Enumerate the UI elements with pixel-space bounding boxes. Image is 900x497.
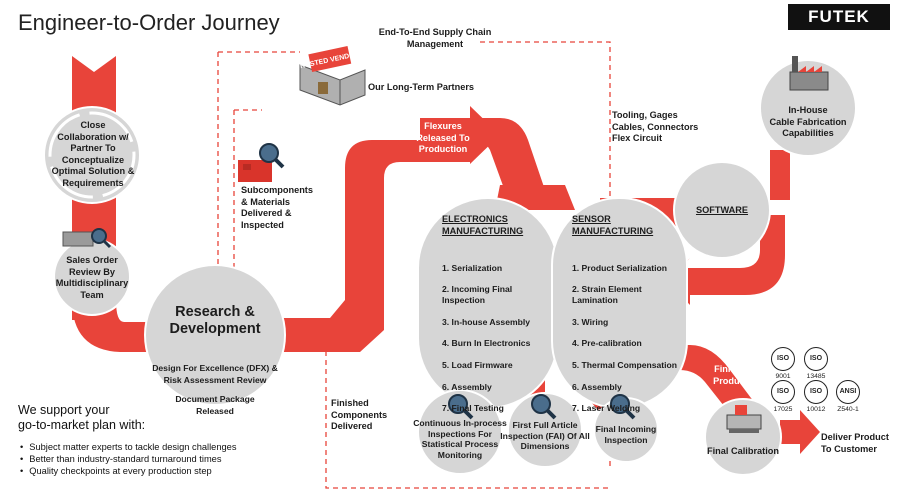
sensor-step: 3. Wiring <box>572 316 609 327</box>
rd-dfx-label: Design For Excellence (DFX) & Risk Asses… <box>152 363 278 385</box>
iso-badge-icon: ISO <box>804 380 828 404</box>
finished-components-label: Finished Components Delivered <box>331 398 388 431</box>
inspection-fai-circle <box>507 392 583 468</box>
iso-badge-icon: ISO <box>771 380 795 404</box>
plan-title: We support your go-to-market plan with: <box>18 403 146 432</box>
sensor-step: 4. Pre-calibration <box>572 338 642 349</box>
factory-icon <box>789 56 829 91</box>
magnifier-icon-continuous <box>448 394 474 420</box>
sensor-step: 7. Laser Welding <box>572 403 641 414</box>
page-title: Engineer-to-Order Journey <box>18 10 280 35</box>
vendor-building-icon: TRUSTED VENDORS <box>295 46 366 106</box>
inspection-continuous-label: Continuous In-process Inspections For St… <box>413 418 507 460</box>
electronics-step: 6. Assembly <box>442 381 492 392</box>
magnifier-icon-fai <box>531 394 557 420</box>
collaboration-circle <box>43 106 141 204</box>
collaboration-label: Close Collaboration w/ Partner To Concep… <box>51 120 135 188</box>
plan-bullets: Subject matter experts to tackle design … <box>20 441 237 478</box>
plan-bullet: Better than industry-standard turnaround… <box>20 453 237 465</box>
magnifier-icons <box>62 143 636 420</box>
software-label: SOFTWARE <box>695 205 749 215</box>
cable-circle <box>759 59 857 157</box>
calibration-machine-icon <box>726 405 762 433</box>
inspection-continuous-circle <box>417 389 503 475</box>
magnifier-icon-sales <box>62 228 112 249</box>
finished-products-label: Finished Products <box>713 364 753 386</box>
iso-badge-icon: ISO <box>771 347 795 371</box>
magnifier-icon-subcomponents <box>238 143 285 182</box>
supply-chain-label: End-To-End Supply Chain Management <box>378 27 492 49</box>
tooling-label: Tooling, Gages Cables, Connectors Flex C… <box>612 110 699 143</box>
futek-logo: FUTEK <box>788 4 890 30</box>
process-circles <box>43 59 857 476</box>
iso-badge-number: 10012 <box>806 406 826 413</box>
sensor-step: 1. Product Serialization <box>572 262 668 273</box>
sensor-step: 2. Strain Element Lamination <box>572 284 642 306</box>
plan-bullet: Subject matter experts to tackle design … <box>20 441 236 453</box>
collaboration-ring <box>48 111 136 199</box>
magnifier-icon-final <box>610 394 636 420</box>
sensor-title: SENSOR MANUFACTURING <box>572 214 654 236</box>
electronics-step: 2. Incoming Final Inspection <box>442 284 513 306</box>
iso-badge-number: 13485 <box>806 373 826 380</box>
final-calibration-circle <box>704 398 782 476</box>
iso-badge-icon: ISO <box>804 347 828 371</box>
subcomponents-label: Subcomponents & Materials Delivered & In… <box>241 185 313 230</box>
rd-title: Research & Development <box>169 304 261 337</box>
flexures-label: Flexures Released To Production <box>416 121 470 154</box>
cable-label: In-House Cable Fabrication Capabilities <box>769 105 847 138</box>
inspection-fai-label: First Full Article Inspection (FAI) Of A… <box>500 420 590 451</box>
sales-order-label: Sales Order Review By Multidisciplinary … <box>55 255 129 300</box>
sensor-step: 5. Thermal Compensation <box>572 359 678 370</box>
rd-circle <box>144 264 286 406</box>
partners-label: Our Long-Term Partners <box>368 82 475 92</box>
sensor-step: 6. Assembly <box>572 381 622 392</box>
electronics-title: ELECTRONICS MANUFACTURING <box>442 214 524 236</box>
electronics-step: 3. In-house Assembly <box>442 316 531 327</box>
iso-badge-number: 9001 <box>775 373 791 380</box>
ansi-badge-icon: ANSI <box>836 380 860 404</box>
electronics-step: 7. Final Testing <box>442 403 504 414</box>
electronics-steps: 1. Serialization 2. Incoming Final Inspe… <box>442 252 552 425</box>
rd-doc-label: Document Package Released <box>175 394 255 416</box>
electronics-step: 1. Serialization <box>442 262 503 273</box>
supply-chain-boundary <box>217 41 611 489</box>
final-calibration-label: Final Calibration <box>707 446 779 456</box>
plan-bullet: Quality checkpoints at every production … <box>20 465 237 477</box>
deliver-label: Deliver Product To Customer <box>821 432 889 454</box>
electronics-step: 4. Burn In Electronics <box>442 338 531 349</box>
sensor-steps: 1. Product Serialization 2. Strain Eleme… <box>572 252 687 425</box>
software-circle <box>673 161 771 259</box>
ansi-badge-number: Z540-1 <box>837 406 859 413</box>
iso-badge-number: 17025 <box>773 406 793 413</box>
electronics-step: 5. Load Firmware <box>442 359 513 370</box>
inspection-final-label: Final Incoming Inspection <box>595 424 657 445</box>
